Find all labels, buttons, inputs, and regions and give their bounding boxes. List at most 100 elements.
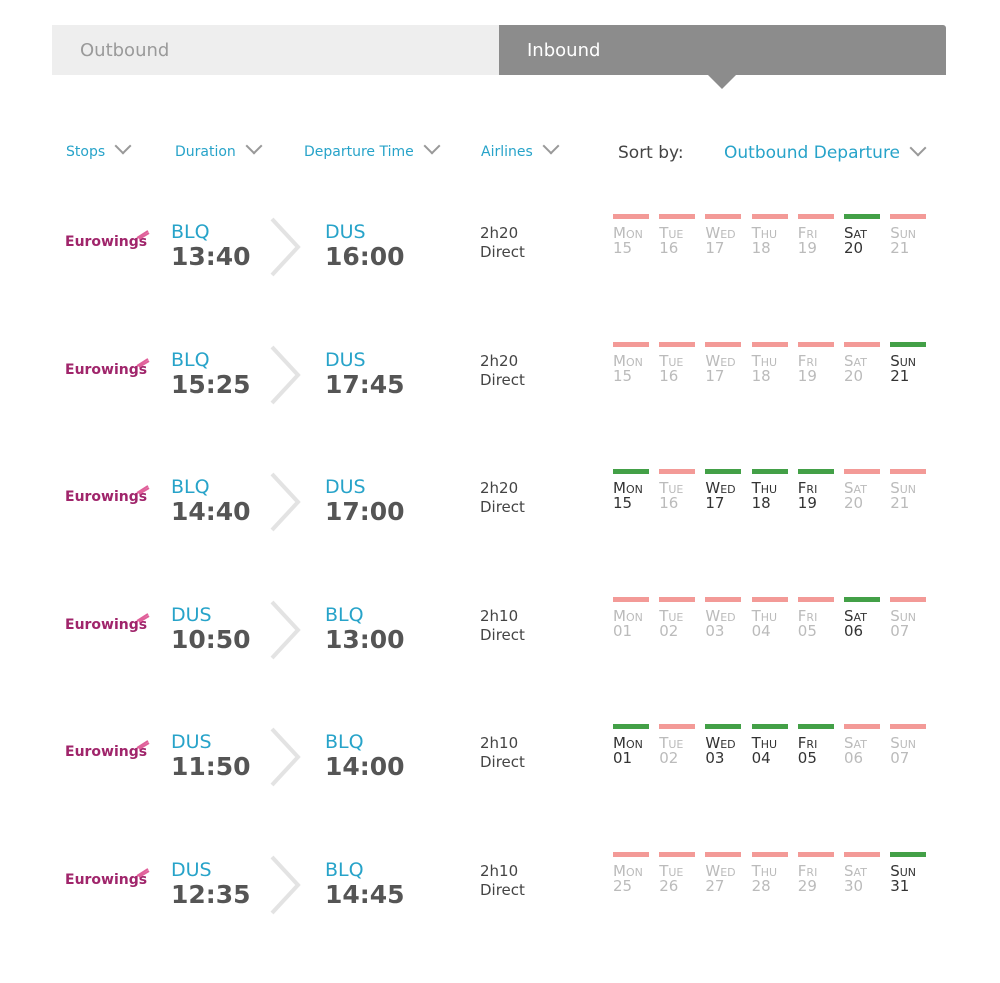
day-availability[interactable]: Sat 06 bbox=[844, 724, 880, 766]
availability-bar bbox=[613, 214, 649, 219]
weekday-label: Sat bbox=[844, 224, 867, 242]
availability-bar bbox=[890, 214, 927, 219]
availability-bar bbox=[705, 596, 742, 602]
day-availability[interactable]: Sun 21 bbox=[890, 341, 927, 385]
day-availability[interactable]: Sun 21 bbox=[890, 214, 927, 256]
availability-bar bbox=[751, 596, 788, 602]
day-availability[interactable]: Mon 15 bbox=[613, 214, 649, 256]
availability-bar bbox=[613, 724, 649, 730]
availability-bar bbox=[844, 596, 880, 602]
day-availability[interactable]: Sat 20 bbox=[844, 341, 880, 385]
duration: 2h20 bbox=[480, 224, 519, 242]
day-availability[interactable]: Mon 01 bbox=[613, 724, 649, 766]
tab[interactable]: Inbound bbox=[499, 25, 946, 75]
flight-row[interactable]: Eurowings DUS 12:35 BLQ 14:45 2h10 Direct Mon 25… bbox=[0, 852, 1000, 926]
day-availability[interactable]: Sat 20 bbox=[844, 469, 880, 511]
day-availability[interactable]: Wed 27 bbox=[705, 852, 742, 895]
origin-code: BLQ bbox=[171, 221, 210, 243]
arrival-time: 17:45 bbox=[325, 369, 405, 399]
date-label: 30 bbox=[844, 877, 864, 895]
day-availability[interactable]: Thu 18 bbox=[751, 469, 788, 511]
day-availability[interactable]: Fri 05 bbox=[797, 596, 834, 639]
day-availability[interactable]: Fri 19 bbox=[797, 214, 834, 256]
date-label: 16 bbox=[659, 239, 679, 257]
date-label: 20 bbox=[844, 366, 864, 385]
filter[interactable]: Airlines bbox=[481, 137, 560, 160]
day-availability[interactable]: Thu 28 bbox=[751, 852, 788, 894]
destination-code: BLQ bbox=[325, 731, 364, 754]
date-label: 16 bbox=[659, 366, 679, 385]
route-chevron bbox=[270, 217, 301, 277]
day-availability[interactable]: Tue 16 bbox=[659, 469, 696, 511]
availability-bar bbox=[751, 469, 788, 475]
date-label: 20 bbox=[844, 494, 864, 513]
day-availability[interactable]: Sun 07 bbox=[890, 596, 927, 639]
day-availability[interactable]: Tue 16 bbox=[659, 214, 696, 257]
day-availability[interactable]: Mon 25 bbox=[613, 852, 649, 894]
arrival-time: 16:00 bbox=[325, 242, 405, 271]
date-label: 27 bbox=[705, 877, 725, 895]
day-availability[interactable]: Mon 15 bbox=[613, 469, 649, 511]
day-availability[interactable]: Sat 20 bbox=[844, 214, 880, 256]
day-availability[interactable]: Mon 01 bbox=[613, 596, 649, 639]
flight-row[interactable]: Eurowings DUS 11:50 BLQ 14:00 2h10 Direct Mon 01… bbox=[0, 724, 1000, 798]
tab[interactable]: Outbound bbox=[52, 25, 499, 75]
day-availability[interactable]: Sun 07 bbox=[890, 724, 927, 768]
day-availability[interactable]: Tue 02 bbox=[659, 596, 696, 639]
logo-mark bbox=[136, 868, 150, 878]
weekday-label: Thu bbox=[751, 224, 778, 242]
filter[interactable]: Duration bbox=[175, 137, 263, 160]
day-availability[interactable]: Wed 17 bbox=[705, 341, 742, 384]
airline-logo: Eurowings bbox=[65, 740, 150, 760]
availability-bar bbox=[659, 852, 696, 857]
duration: 2h20 bbox=[480, 479, 519, 498]
flight-row[interactable]: Eurowings DUS 10:50 BLQ 13:00 2h10 Direct Mon 01… bbox=[0, 596, 1000, 671]
day-availability[interactable]: Fri 19 bbox=[797, 341, 834, 384]
day-availability[interactable]: Thu 18 bbox=[751, 341, 788, 384]
availability-bar bbox=[797, 596, 834, 602]
day-availability[interactable]: Thu 18 bbox=[751, 214, 788, 257]
date-label: 19 bbox=[797, 494, 817, 513]
weekday-label: Sun bbox=[890, 224, 916, 242]
departure-time: 14:40 bbox=[171, 497, 251, 527]
date-label: 07 bbox=[890, 749, 910, 768]
arrival-time: 13:00 bbox=[325, 624, 405, 654]
day-availability[interactable]: Sun 21 bbox=[890, 469, 927, 511]
date-label: 18 bbox=[751, 239, 771, 257]
sort-select[interactable]: Outbound Departure bbox=[724, 139, 927, 163]
stops: Direct bbox=[480, 625, 525, 644]
day-availability[interactable]: Thu 04 bbox=[751, 596, 788, 639]
airline-logo: Eurowings bbox=[65, 612, 150, 633]
origin-code: DUS bbox=[171, 859, 212, 881]
date-label: 06 bbox=[844, 621, 864, 640]
day-availability[interactable]: Sun 31 bbox=[890, 852, 927, 894]
day-availability[interactable]: Wed 17 bbox=[705, 214, 742, 256]
day-availability[interactable]: Sat 30 bbox=[844, 852, 880, 894]
day-availability[interactable]: Wed 17 bbox=[705, 469, 742, 511]
day-availability[interactable]: Tue 26 bbox=[659, 852, 696, 894]
date-label: 21 bbox=[890, 366, 910, 385]
filter[interactable]: Departure Time bbox=[304, 137, 441, 160]
day-availability[interactable]: Wed 03 bbox=[705, 724, 742, 766]
flight-row[interactable]: Eurowings BLQ 15:25 DUS 17:45 2h20 Direct Mon 15… bbox=[0, 341, 1000, 416]
day-availability[interactable]: Fri 29 bbox=[797, 852, 834, 894]
airline-logo: Eurowings bbox=[65, 230, 150, 250]
day-availability[interactable]: Tue 02 bbox=[659, 724, 696, 766]
day-availability[interactable]: Wed 03 bbox=[705, 596, 742, 639]
day-availability[interactable]: Fri 19 bbox=[797, 469, 834, 513]
arrival-time: 14:45 bbox=[325, 880, 405, 909]
departure-time: 11:50 bbox=[171, 752, 251, 782]
day-availability[interactable]: Fri 05 bbox=[797, 724, 834, 766]
availability-bar bbox=[751, 341, 788, 347]
filter[interactable]: Stops bbox=[66, 137, 132, 160]
arrival-time: 17:00 bbox=[325, 497, 405, 527]
weekday-label: Mon bbox=[613, 479, 643, 498]
day-availability[interactable]: Tue 16 bbox=[659, 341, 696, 385]
flight-row[interactable]: Eurowings BLQ 13:40 DUS 16:00 2h20 Direct Mon 15… bbox=[0, 214, 1000, 288]
day-availability[interactable]: Sat 06 bbox=[844, 596, 880, 640]
availability-bar bbox=[659, 724, 696, 730]
day-availability[interactable]: Mon 15 bbox=[613, 341, 649, 384]
day-availability[interactable]: Thu 04 bbox=[751, 724, 788, 766]
logo-mark bbox=[136, 230, 150, 240]
flight-row[interactable]: Eurowings BLQ 14:40 DUS 17:00 2h20 Direct Mon 15… bbox=[0, 469, 1000, 543]
